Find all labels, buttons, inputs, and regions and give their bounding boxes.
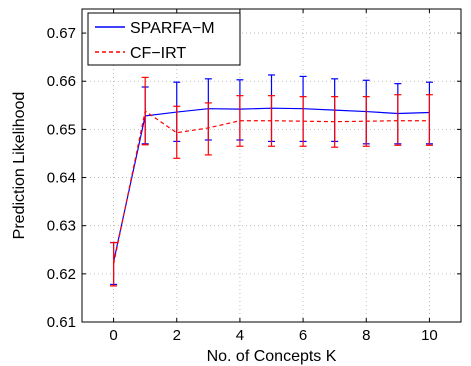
- y-tick-label: 0.61: [47, 314, 76, 331]
- y-tick-label: 0.65: [47, 121, 76, 138]
- x-tick-label: 6: [299, 327, 307, 344]
- x-tick-label: 10: [421, 327, 438, 344]
- legend-box: [87, 12, 241, 66]
- x-tick-label: 8: [362, 327, 370, 344]
- legend-label-cf-irt: CF−IRT: [130, 45, 186, 62]
- y-tick-label: 0.62: [47, 266, 76, 283]
- legend-label-sparfa-m: SPARFA−M: [130, 20, 215, 37]
- legend: SPARFA−M CF−IRT: [87, 12, 241, 66]
- series-1: [110, 76, 433, 287]
- series-layer: [110, 74, 433, 287]
- axes: 0 2 4 6 8 10 0.61 0.62 0.63 0.64 0.65 0.66 0.67: [47, 9, 461, 344]
- x-tick-label: 4: [236, 327, 244, 344]
- y-tick-label: 0.63: [47, 218, 76, 235]
- plot-frame: [81, 8, 462, 323]
- y-tick-label: 0.66: [47, 73, 76, 90]
- x-tick-label: 2: [173, 327, 181, 344]
- x-axis-label: No. of Concepts K: [207, 348, 337, 365]
- y-tick-label: 0.67: [47, 25, 76, 42]
- y-axis-label: Prediction Likelihood: [11, 92, 28, 240]
- y-tick-label: 0.64: [47, 170, 76, 187]
- x-tick-label: 0: [109, 327, 117, 344]
